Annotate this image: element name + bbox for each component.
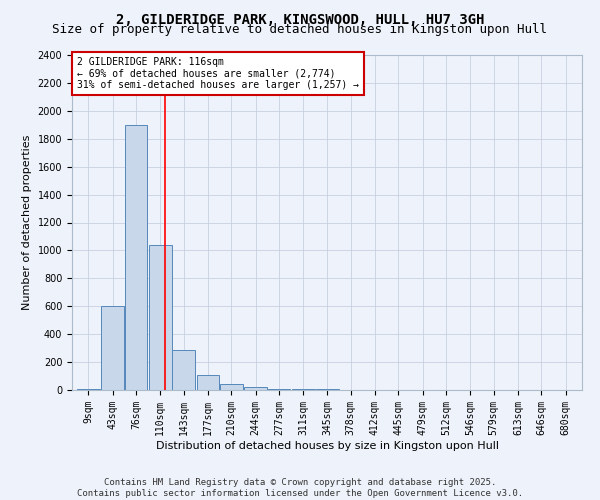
Bar	[244, 387, 267, 390]
Y-axis label: Number of detached properties: Number of detached properties	[22, 135, 32, 310]
Text: 2 GILDERIDGE PARK: 116sqm
← 69% of detached houses are smaller (2,774)
31% of se: 2 GILDERIDGE PARK: 116sqm ← 69% of detac…	[77, 56, 359, 90]
Bar	[172, 350, 195, 390]
Text: 2, GILDERIDGE PARK, KINGSWOOD, HULL, HU7 3GH: 2, GILDERIDGE PARK, KINGSWOOD, HULL, HU7…	[116, 12, 484, 26]
Text: Size of property relative to detached houses in Kingston upon Hull: Size of property relative to detached ho…	[53, 22, 548, 36]
Bar	[77, 388, 100, 390]
Bar	[125, 125, 148, 390]
Bar	[220, 384, 243, 390]
Bar	[268, 388, 290, 390]
Bar	[149, 245, 172, 390]
Text: Contains HM Land Registry data © Crown copyright and database right 2025.
Contai: Contains HM Land Registry data © Crown c…	[77, 478, 523, 498]
Bar	[101, 306, 124, 390]
X-axis label: Distribution of detached houses by size in Kingston upon Hull: Distribution of detached houses by size …	[155, 440, 499, 450]
Bar	[197, 374, 219, 390]
